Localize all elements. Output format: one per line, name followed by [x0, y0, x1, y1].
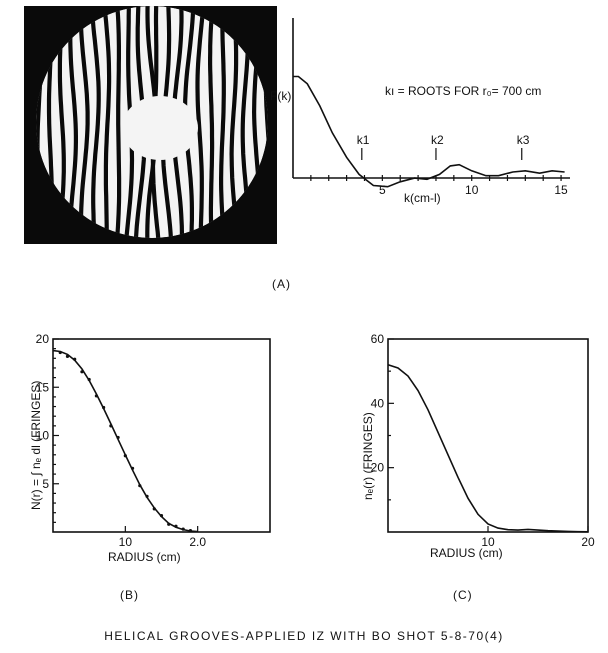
- chart-a-root-label: k1: [357, 133, 370, 147]
- chart-b-data-point: [123, 454, 127, 458]
- panel-label-c: (C): [453, 588, 473, 602]
- panel-label-a: (A): [272, 277, 291, 291]
- figure-caption: HELICAL GROOVES-APPLIED IZ WITH BO SHOT …: [104, 629, 504, 643]
- chart-b-data-point: [73, 357, 77, 361]
- fringe-line: [78, 6, 90, 238]
- chart-a: F(k) kı = ROOTS FOR r₀= 700 cm k(cm-l) 5…: [270, 18, 570, 205]
- chart-b-data-point: [159, 513, 164, 518]
- chart-b-data-point: [109, 424, 113, 428]
- chart-c-x-tick-label: 10: [481, 535, 495, 549]
- chart-b-data-point: [181, 527, 185, 531]
- chart-c: 20 40 60 10 20 RADIUS (cm) nₑ(r) (FRINGES): [361, 332, 595, 560]
- chart-b-y-tick-label: 20: [36, 332, 50, 346]
- chart-b-xlabel: RADIUS (cm): [108, 550, 181, 564]
- chart-b-data-point: [116, 435, 120, 440]
- chart-a-annotation: kı = ROOTS FOR r₀= 700 cm: [385, 84, 541, 98]
- chart-b-data-point: [94, 394, 98, 398]
- panel-label-b: (B): [120, 588, 139, 602]
- fringe-line: [208, 6, 215, 238]
- fringe-line: [89, 6, 101, 238]
- chart-c-xlabel: RADIUS (cm): [430, 546, 503, 560]
- chart-c-y-tick-label: 20: [371, 461, 385, 475]
- chart-b-series-line: [52, 349, 198, 533]
- chart-b-frame: [52, 338, 271, 533]
- fringe-center: [122, 96, 198, 160]
- fringe-line: [115, 6, 122, 238]
- chart-b-data-point: [138, 484, 142, 488]
- chart-b-data-point: [58, 350, 62, 355]
- chart-c-x-tick-label: 20: [581, 535, 595, 549]
- fringe-line: [67, 6, 78, 238]
- chart-b-data-point: [80, 370, 84, 374]
- chart-b-data-point: [65, 354, 70, 358]
- chart-b-data-point: [87, 377, 91, 382]
- chart-a-x-tick-label: 10: [465, 183, 479, 197]
- fringe-line: [102, 6, 112, 238]
- chart-b-data-point: [102, 405, 106, 410]
- chart-b-data-point: [130, 466, 135, 470]
- chart-a-x-tick-label: 5: [379, 183, 386, 197]
- chart-c-y-tick-label: 40: [371, 396, 385, 410]
- interference-fringes: [36, 6, 268, 238]
- chart-b-data-point: [174, 524, 178, 528]
- chart-b-data-point: [145, 494, 149, 498]
- chart-c-y-tick-label: 60: [371, 332, 385, 346]
- fringe-line: [219, 6, 227, 238]
- chart-b-x-tick-label: 2.0: [189, 535, 206, 549]
- chart-b: 5 10 15 20 10 2.0 RADIUS (cm) N(r) = ∫ nₑ dl …: [29, 332, 271, 564]
- chart-c-series-line: [387, 363, 589, 533]
- chart-a-series-line: [293, 75, 565, 188]
- fringe-line: [195, 6, 206, 238]
- chart-a-xlabel: k(cm-l): [404, 191, 441, 205]
- chart-c-frame: [387, 338, 589, 533]
- chart-a-ylabel: F(k): [270, 89, 291, 103]
- chart-b-x-tick-label: 10: [119, 535, 133, 549]
- chart-b-y-tick-label: 10: [36, 429, 50, 443]
- chart-b-data-point: [188, 528, 193, 533]
- chart-b-y-tick-label: 15: [36, 380, 50, 394]
- chart-b-ylabel: N(r) = ∫ nₑ dl (FRINGES): [29, 381, 43, 510]
- chart-b-data-point: [167, 522, 171, 526]
- chart-a-x-tick-label: 15: [554, 183, 568, 197]
- fringe-line: [229, 6, 240, 238]
- chart-a-root-label: k2: [431, 133, 444, 147]
- chart-b-y-tick-label: 5: [42, 477, 49, 491]
- chart-a-root-label: k3: [517, 133, 530, 147]
- chart-c-ylabel: nₑ(r) (FRINGES): [361, 412, 375, 500]
- interferogram-image: [24, 6, 277, 244]
- chart-b-data-point: [152, 507, 156, 511]
